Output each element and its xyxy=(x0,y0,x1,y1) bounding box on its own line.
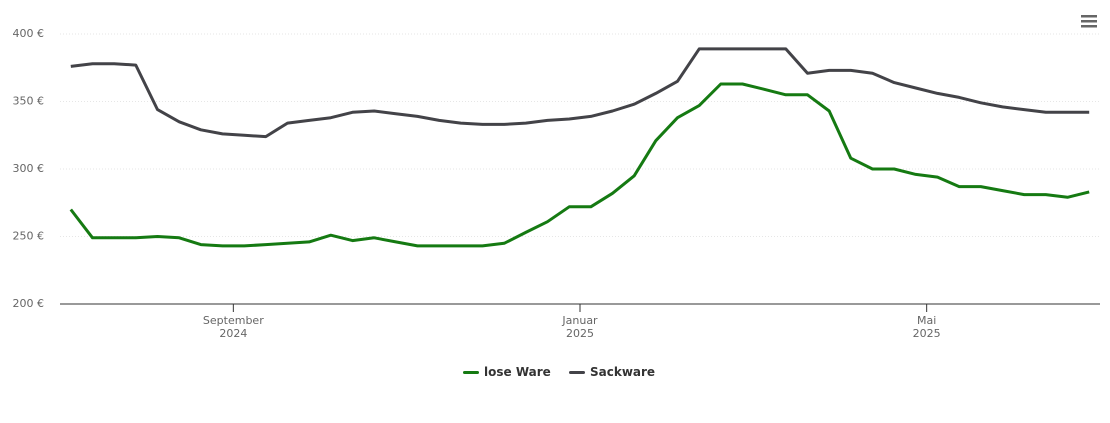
legend-label: Sackware xyxy=(590,365,656,379)
menu-bar xyxy=(1081,15,1097,18)
x-tick-label: Mai 2025 xyxy=(912,314,941,340)
y-tick-label: 300 € xyxy=(13,162,45,175)
data-line xyxy=(69,82,1090,248)
legend-label: lose Ware xyxy=(484,365,551,379)
x-tick-label: Januar 2025 xyxy=(562,314,598,340)
legend-item[interactable]: lose Ware xyxy=(463,365,551,379)
menu-bar xyxy=(1081,20,1097,23)
legend-swatch xyxy=(569,370,585,374)
menu-bar xyxy=(1081,25,1097,28)
y-tick-label: 200 € xyxy=(13,297,45,310)
y-tick-label: 250 € xyxy=(13,230,45,243)
y-tick-label: 400 € xyxy=(13,27,45,40)
legend-item[interactable]: Sackware xyxy=(569,365,655,379)
menu-icon[interactable] xyxy=(1081,15,1097,28)
y-tick-label: 350 € xyxy=(13,95,45,108)
x-tick-label: September 2024 xyxy=(202,314,264,340)
legend-swatch xyxy=(463,370,479,374)
data-line xyxy=(70,47,1090,139)
